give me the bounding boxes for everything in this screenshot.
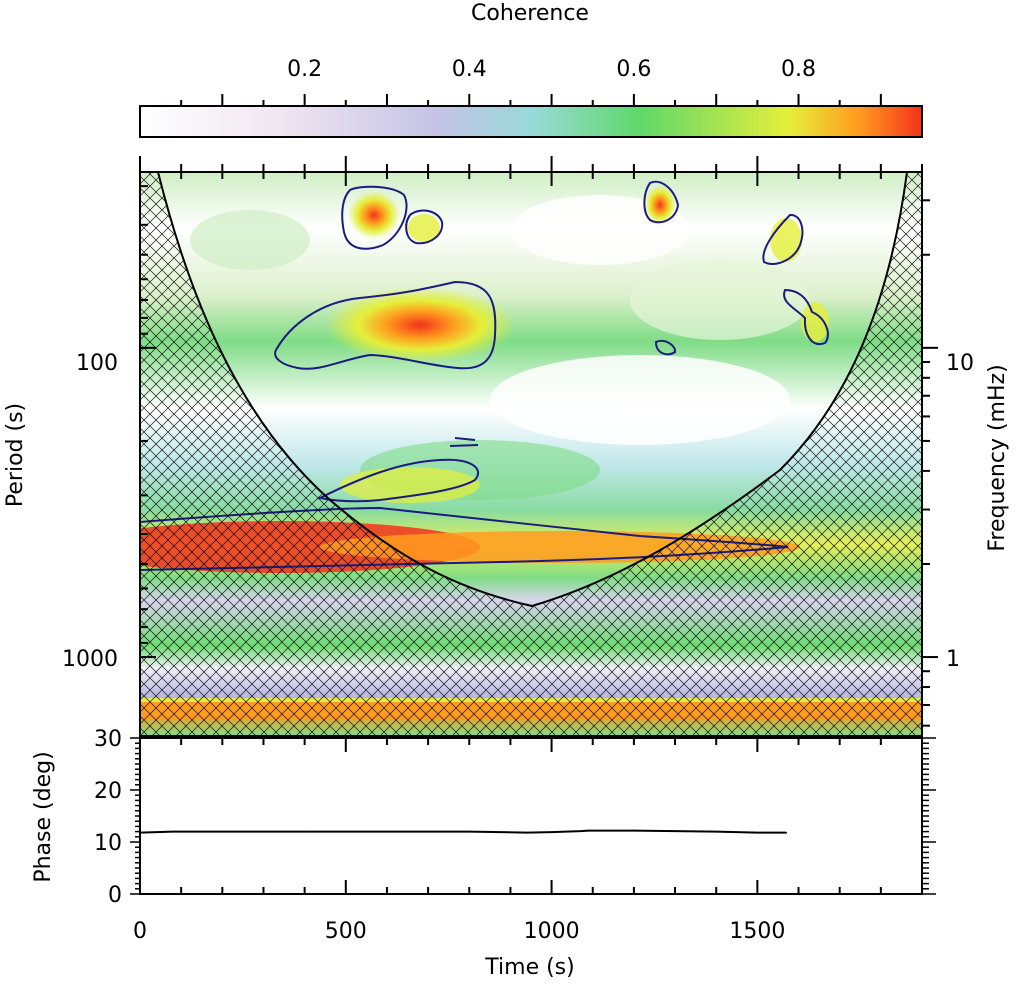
phase-axis-ticks	[130, 737, 936, 895]
y-tick-label: 20	[94, 779, 122, 804]
heat-blob	[325, 287, 515, 363]
phase-point	[633, 829, 635, 832]
heatmap-frame	[139, 171, 923, 737]
x-axis-label-time: Time (s)	[484, 955, 574, 980]
heat-blob	[408, 214, 440, 242]
contour	[341, 185, 408, 250]
y-tick-label: 0	[108, 883, 122, 908]
y-axis-label-period: Period (s)	[3, 403, 28, 507]
cone-of-influence-hatch	[140, 172, 922, 736]
phase-frame	[139, 737, 923, 895]
colorbar: Coherence 0.2 0.4 0.6 0.8	[139, 1, 923, 138]
phase-point	[303, 830, 306, 833]
y2-axis-label-frequency: Frequency (mHz)	[985, 364, 1010, 551]
phase-point	[139, 831, 141, 834]
heat-blob	[770, 218, 802, 262]
phase-point	[785, 831, 787, 834]
y-tick-label: 10	[94, 831, 122, 856]
phase-series	[139, 829, 787, 834]
cone-of-influence-line	[157, 172, 908, 608]
phase-point	[587, 829, 590, 832]
contour	[274, 280, 497, 370]
heat-blob	[348, 191, 400, 239]
phase-point	[579, 830, 582, 832]
contour	[405, 209, 444, 245]
colorbar-gradient	[139, 105, 923, 138]
phase-tick-labels: 0 10 20 30 0 500 1000 1500	[94, 727, 785, 944]
y2-tick-label-1: 1	[946, 647, 960, 672]
colorbar-tick-label: 0.4	[452, 57, 487, 82]
colorbar-tick-label: 0.8	[781, 57, 816, 82]
x-tick-label: 1000	[524, 919, 580, 944]
heat-patch	[190, 210, 310, 270]
phase-point	[386, 830, 388, 833]
contour	[762, 214, 804, 265]
contour	[643, 180, 680, 224]
phase-point	[674, 830, 676, 832]
colorbar-ticks: 0.2 0.4 0.6 0.8	[180, 57, 882, 106]
phase-point	[221, 830, 224, 833]
contour	[316, 458, 479, 503]
heat-patch	[490, 355, 790, 445]
phase-point	[756, 831, 759, 834]
phase-point	[468, 830, 471, 833]
x-tick-label: 0	[133, 919, 147, 944]
y-tick-label-100: 100	[76, 351, 118, 376]
colorbar-tick-label: 0.6	[616, 57, 651, 82]
heat-blob	[801, 302, 829, 342]
contour	[783, 288, 829, 346]
coherence-heatmap	[140, 172, 922, 736]
x-tick-label: 500	[325, 919, 367, 944]
phase-point	[526, 831, 528, 834]
phase-panel: 0 10 20 30 0 500 1000 1500 Phase (deg) Time (s)	[31, 727, 936, 980]
heat-blob	[340, 467, 480, 503]
y-tick-label-1000: 1000	[62, 647, 118, 672]
phase-point	[550, 831, 553, 833]
colorbar-title: Coherence	[471, 1, 589, 26]
contour	[654, 339, 676, 356]
contour	[449, 437, 479, 447]
phase-point	[172, 830, 174, 833]
heat-blob	[644, 185, 676, 225]
colorbar-tick-label: 0.2	[287, 57, 322, 82]
y-tick-label: 30	[94, 727, 122, 752]
y2-tick-label-10: 10	[946, 351, 974, 376]
x-tick-label: 1500	[729, 919, 785, 944]
phase-point	[715, 830, 718, 833]
heat-patch	[630, 260, 810, 340]
y-axis-label-phase: Phase (deg)	[31, 751, 56, 882]
heatmap-axis-ticks	[139, 156, 938, 727]
